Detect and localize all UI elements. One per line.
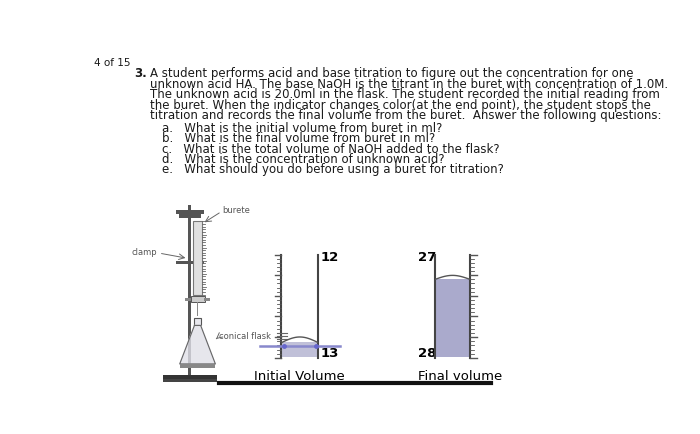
Bar [190, 296, 204, 302]
Text: 3.: 3. [134, 67, 147, 80]
Text: The unknown acid is 20.0ml in the flask. The student recorded the initial readin: The unknown acid is 20.0ml in the flask.… [150, 88, 659, 101]
Text: 12: 12 [321, 251, 339, 264]
Text: clamp: clamp [132, 248, 158, 257]
Bar [179, 214, 201, 217]
Text: unknown acid HA. The base NaOH is the titrant in the buret with concentration of: unknown acid HA. The base NaOH is the ti… [150, 78, 668, 91]
Bar [193, 221, 202, 295]
Text: d.   What is the concentration of unknown acid?: d. What is the concentration of unknown … [162, 153, 444, 166]
Text: Final volume: Final volume [418, 370, 503, 383]
Text: A student performs acid and base titration to figure out the concentration for o: A student performs acid and base titrati… [150, 67, 633, 80]
Text: conical flask: conical flask [219, 332, 272, 342]
Bar [185, 298, 191, 301]
Bar [282, 342, 318, 357]
Bar [188, 204, 191, 375]
Bar [176, 210, 204, 214]
Text: b.   What is the final volume from buret in ml?: b. What is the final volume from buret i… [162, 132, 435, 145]
Text: 27: 27 [418, 251, 436, 264]
Bar [162, 375, 217, 378]
Bar [197, 302, 198, 316]
Polygon shape [180, 326, 216, 364]
Bar [162, 379, 217, 381]
Text: 13: 13 [321, 348, 339, 360]
Text: titration and records the final volume from the buret.  Answer the following que: titration and records the final volume f… [150, 109, 661, 122]
Text: 4 of 15: 4 of 15 [94, 58, 130, 68]
Text: burete: burete [223, 206, 250, 215]
Text: e.   What should you do before using a buret for titration?: e. What should you do before using a bur… [162, 163, 504, 176]
Bar [435, 279, 470, 357]
Bar [195, 318, 201, 326]
Bar [180, 364, 216, 368]
Text: c.   What is the total volume of NaOH added to the flask?: c. What is the total volume of NaOH adde… [162, 142, 500, 155]
Text: 28: 28 [418, 348, 436, 360]
Text: the buret. When the indicator changes color(at the end point), the student stops: the buret. When the indicator changes co… [150, 99, 650, 112]
Bar [204, 298, 210, 301]
Text: a.   What is the initial volume from buret in ml?: a. What is the initial volume from buret… [162, 122, 442, 135]
Bar [176, 261, 204, 264]
Text: Initial Volume: Initial Volume [255, 370, 345, 383]
